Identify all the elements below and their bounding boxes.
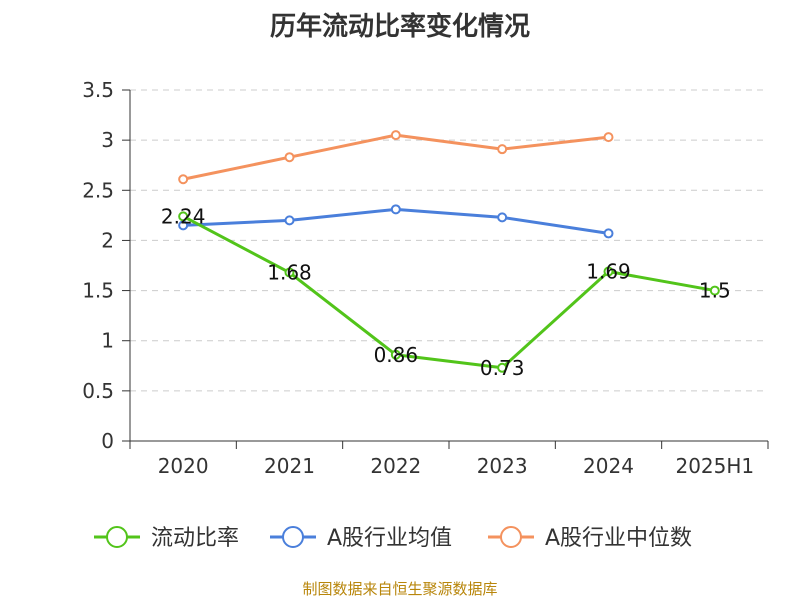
x-tick-label: 2020 [158, 454, 209, 478]
x-tick-label: 2023 [477, 454, 528, 478]
data-label: 0.86 [374, 343, 419, 367]
y-tick-label: 3 [101, 128, 114, 152]
axes: 0 0.5 1 1.5 2 2.5 3 3.5 2020 2021 2022 2023 2024 2025… [82, 78, 769, 478]
data-point [390, 130, 401, 141]
y-tick-label: 2 [101, 228, 114, 252]
data-point [284, 215, 295, 226]
legend-marker [500, 526, 522, 548]
y-tick-label: 0.5 [82, 379, 114, 403]
data-point [709, 285, 720, 296]
legend-marker [106, 526, 128, 548]
data-point [390, 204, 401, 215]
data-label: 2.24 [161, 204, 206, 228]
series-line [182, 215, 716, 370]
data-point [603, 132, 614, 143]
grid-lines [130, 89, 768, 392]
series-lines [178, 130, 720, 373]
x-tick-label: 2024 [583, 454, 634, 478]
source-note: 制图数据来自恒生聚源数据库 [302, 580, 498, 598]
data-point [178, 211, 189, 222]
data-label: 1.68 [267, 261, 312, 285]
data-labels: 2.24 1.68 0.86 0.73 1.69 1.5 [161, 204, 731, 379]
data-point [390, 349, 401, 360]
data-point [603, 228, 614, 239]
legend-label: A股行业中位数 [545, 526, 692, 551]
y-tick-label: 1 [101, 329, 114, 353]
y-tick-label: 1.5 [82, 279, 114, 303]
data-label: 1.5 [699, 279, 731, 303]
data-point [178, 174, 189, 185]
data-label: 1.69 [586, 260, 631, 284]
x-tick-label: 2022 [370, 454, 421, 478]
data-point [284, 267, 295, 278]
x-tick-label: 2021 [264, 454, 315, 478]
legend-marker [282, 526, 304, 548]
legend-label: A股行业均值 [327, 526, 452, 551]
y-tick-label: 0 [101, 429, 114, 453]
legend-label: 流动比率 [151, 526, 239, 551]
data-label: 0.73 [480, 356, 525, 380]
data-point [603, 266, 614, 277]
data-point [497, 144, 508, 155]
series-line [182, 133, 609, 181]
chart-title: 历年流动比率变化情况 [269, 12, 530, 42]
data-point [178, 220, 189, 231]
data-point [497, 362, 508, 373]
data-point [497, 212, 508, 223]
data-point [284, 152, 295, 163]
legend: 流动比率 A股行业均值 A股行业中位数 [94, 526, 692, 551]
x-tick-label: 2025H1 [675, 454, 754, 478]
y-tick-label: 3.5 [82, 78, 114, 102]
y-tick-label: 2.5 [82, 178, 114, 202]
